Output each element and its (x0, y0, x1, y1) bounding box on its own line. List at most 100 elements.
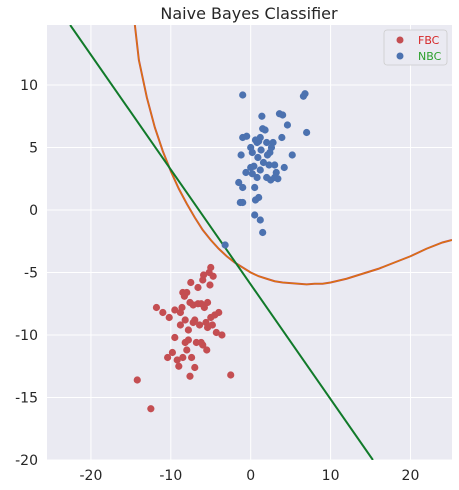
point-fbc (178, 303, 186, 312)
point-fbc (187, 278, 195, 287)
point-fbc (171, 333, 179, 342)
point-fbc (183, 288, 191, 297)
point-fbc (183, 346, 191, 354)
point-fbc (206, 281, 214, 289)
point-fbc (212, 328, 220, 337)
point-fbc (203, 346, 211, 354)
series-layer (69, 25, 452, 460)
point-nbc (256, 166, 264, 174)
plot-area (47, 25, 452, 460)
point-fbc (197, 338, 205, 347)
point-nbc (221, 241, 229, 249)
y-tick-label: 0 (29, 203, 38, 219)
point-fbc (207, 313, 215, 322)
point-nbc (256, 216, 264, 224)
point-nbc (247, 163, 255, 172)
point-fbc (164, 353, 172, 362)
point-nbc (256, 133, 264, 142)
point-fbc (199, 271, 208, 279)
point-fbc (168, 348, 177, 357)
point-nbc (254, 153, 262, 162)
point-nbc (269, 138, 277, 147)
legend: FBC NBC (383, 29, 448, 66)
point-fbc (194, 283, 202, 292)
point-nbc (257, 146, 265, 154)
point-nbc (271, 173, 279, 182)
legend-label-fbc: FBC (418, 34, 440, 47)
data-points (133, 90, 311, 413)
point-nbc (259, 158, 268, 167)
point-fbc (227, 371, 235, 379)
point-nbc (251, 183, 259, 192)
y-tick-label: -20 (15, 453, 38, 469)
point-fbc (173, 356, 181, 364)
point-fbc (218, 331, 226, 339)
legend-label-nbc: NBC (418, 50, 442, 63)
y-tick-label: -10 (15, 328, 38, 344)
point-fbc (215, 308, 223, 317)
point-fbc (194, 300, 202, 308)
point-fbc (184, 326, 192, 334)
point-fbc (147, 405, 155, 413)
point-fbc (209, 272, 217, 280)
point-fbc (165, 313, 173, 322)
x-tick-label: 20 (402, 468, 420, 484)
x-tick-label: 0 (246, 468, 255, 484)
y-tick-label: -15 (15, 391, 38, 407)
legend-marker-nbc (396, 52, 404, 60)
point-nbc (239, 91, 247, 99)
y-tick-label: 5 (29, 141, 38, 157)
tick-labels: -20 -10 0 10 20 -20 -15 -10 -5 0 5 10 (15, 78, 419, 484)
point-nbc (288, 151, 296, 159)
point-fbc (195, 321, 204, 329)
point-nbc (237, 151, 245, 159)
point-fbc (152, 303, 161, 312)
point-nbc (239, 198, 247, 207)
point-nbc (283, 121, 292, 129)
boundary-curve-4 (69, 25, 374, 460)
decision-boundaries (69, 25, 452, 460)
x-tick-label: -20 (79, 468, 102, 484)
point-nbc (258, 112, 266, 120)
x-tick-label: -10 (159, 468, 182, 484)
point-nbc (242, 168, 250, 177)
point-nbc (301, 90, 309, 98)
point-fbc (171, 306, 179, 314)
point-fbc (203, 298, 212, 307)
point-fbc (159, 308, 167, 317)
point-fbc (175, 362, 183, 370)
point-fbc (184, 336, 192, 344)
point-nbc (259, 228, 267, 237)
y-tick-label: 10 (20, 78, 38, 94)
point-fbc (186, 372, 194, 380)
point-nbc (279, 111, 287, 119)
boundary-curve-3 (134, 25, 452, 285)
y-tick-label: -5 (24, 266, 38, 282)
point-nbc (255, 193, 263, 202)
point-nbc (261, 126, 269, 134)
point-fbc (176, 321, 184, 329)
point-fbc (189, 318, 197, 327)
point-nbc (248, 148, 256, 157)
point-nbc (243, 132, 251, 140)
point-nbc (278, 133, 286, 142)
point-nbc (263, 138, 271, 147)
legend-marker-fbc (396, 36, 404, 44)
point-nbc (265, 161, 273, 169)
point-fbc (179, 353, 187, 362)
point-fbc (187, 353, 196, 362)
point-fbc (207, 263, 215, 272)
point-fbc (181, 316, 189, 324)
point-nbc (248, 170, 256, 178)
point-fbc (191, 363, 199, 372)
point-fbc (203, 323, 212, 332)
point-fbc (133, 376, 141, 384)
x-tick-label: 10 (322, 468, 340, 484)
chart-title: Naive Bayes Classifier (160, 4, 338, 23)
point-nbc (235, 178, 243, 187)
point-nbc (251, 211, 259, 219)
point-nbc (280, 163, 288, 172)
point-nbc (271, 161, 279, 169)
point-nbc (239, 183, 247, 192)
